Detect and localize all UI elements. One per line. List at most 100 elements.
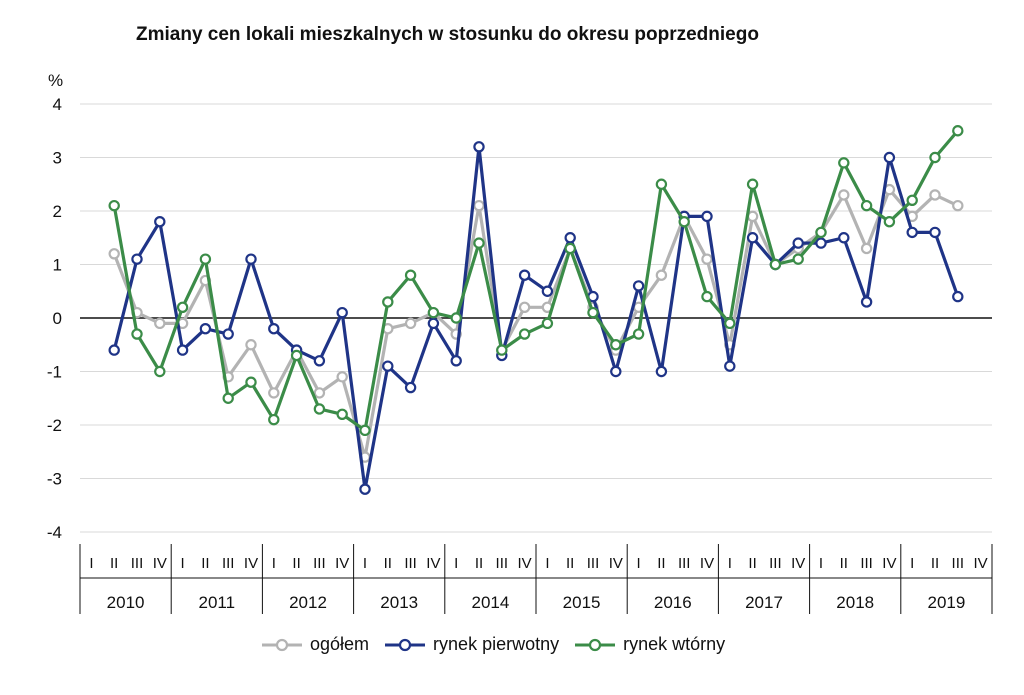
data-point bbox=[860, 199, 873, 212]
data-point bbox=[473, 237, 485, 249]
data-point bbox=[336, 306, 348, 319]
data-point bbox=[746, 232, 759, 244]
data-point bbox=[427, 306, 440, 319]
data-point bbox=[860, 242, 873, 255]
year-label: 2013 bbox=[380, 593, 418, 612]
quarter-label: IV bbox=[791, 555, 805, 572]
quarter-label: II bbox=[748, 555, 756, 572]
data-point bbox=[929, 226, 941, 239]
y-tick-label: 2 bbox=[53, 202, 62, 221]
data-point bbox=[906, 226, 918, 239]
quarter-label: III bbox=[313, 555, 326, 572]
quarter-label: II bbox=[566, 555, 574, 572]
data-point bbox=[359, 483, 371, 495]
quarter-label: IV bbox=[426, 555, 440, 572]
quarter-label: I bbox=[89, 555, 93, 572]
data-point bbox=[610, 365, 622, 378]
data-point bbox=[655, 269, 668, 281]
data-point bbox=[746, 178, 759, 190]
data-point bbox=[952, 125, 964, 137]
data-point bbox=[952, 199, 964, 212]
data-point bbox=[222, 328, 234, 340]
data-point bbox=[176, 301, 189, 313]
year-label: 2016 bbox=[654, 593, 692, 612]
quarter-label: IV bbox=[153, 555, 167, 572]
data-point bbox=[290, 349, 303, 362]
quarter-label: III bbox=[131, 555, 144, 572]
quarter-label: II bbox=[384, 555, 392, 572]
legend: ogółem rynek pierwotny rynek wtórny bbox=[260, 634, 725, 655]
quarter-label: III bbox=[769, 555, 782, 572]
quarter-label: II bbox=[475, 555, 483, 572]
series-ogółem bbox=[108, 183, 964, 463]
y-tick-label: -1 bbox=[47, 363, 62, 382]
data-point bbox=[382, 360, 394, 372]
data-point bbox=[610, 339, 622, 351]
data-point bbox=[268, 323, 280, 335]
data-point bbox=[108, 199, 120, 212]
quarter-label: IV bbox=[335, 555, 349, 572]
data-point bbox=[541, 317, 554, 330]
quarter-label: I bbox=[454, 555, 458, 572]
year-label: 2014 bbox=[471, 593, 509, 612]
legend-label-rynek-wtorny: rynek wtórny bbox=[623, 634, 726, 654]
quarter-label: III bbox=[222, 555, 235, 572]
data-point bbox=[632, 280, 645, 292]
legend-marker-ogolem bbox=[262, 638, 302, 651]
quarter-label: II bbox=[657, 555, 665, 572]
data-point bbox=[678, 215, 690, 228]
data-point bbox=[336, 408, 348, 420]
quarter-label: IV bbox=[882, 555, 896, 572]
data-point bbox=[404, 381, 417, 394]
data-point bbox=[108, 248, 120, 260]
y-axis-unit-label: % bbox=[48, 71, 63, 90]
data-point bbox=[518, 269, 531, 281]
data-point bbox=[473, 199, 485, 212]
data-point bbox=[496, 344, 508, 356]
quarter-label: I bbox=[363, 555, 367, 572]
data-point bbox=[336, 371, 348, 383]
data-point bbox=[860, 296, 873, 308]
data-point bbox=[313, 403, 326, 415]
y-tick-label: -2 bbox=[47, 416, 62, 435]
gridlines bbox=[80, 103, 992, 533]
legend-marker-rynek-pierwotny bbox=[385, 638, 426, 651]
data-point bbox=[906, 194, 918, 206]
quarter-label: I bbox=[637, 555, 641, 572]
data-point bbox=[131, 328, 143, 340]
data-point bbox=[199, 253, 212, 265]
quarter-label: IV bbox=[518, 555, 532, 572]
data-point bbox=[222, 392, 234, 404]
data-point bbox=[404, 269, 417, 281]
data-point bbox=[564, 232, 576, 244]
year-label: 2011 bbox=[199, 593, 236, 612]
data-point bbox=[701, 290, 713, 303]
quarter-label: III bbox=[496, 555, 509, 572]
quarter-label: I bbox=[819, 555, 823, 572]
year-label: 2012 bbox=[289, 593, 327, 612]
y-tick-label: -3 bbox=[47, 470, 62, 489]
quarter-label: II bbox=[840, 555, 848, 572]
data-point bbox=[199, 323, 212, 335]
data-point bbox=[838, 232, 850, 244]
quarter-label: I bbox=[545, 555, 549, 572]
year-label: 2019 bbox=[927, 593, 965, 612]
quarter-label: I bbox=[272, 555, 276, 572]
data-point bbox=[131, 253, 143, 265]
quarter-label: III bbox=[587, 555, 600, 572]
quarter-label: IV bbox=[244, 555, 258, 572]
data-point bbox=[655, 365, 668, 378]
data-point bbox=[176, 344, 189, 356]
data-point bbox=[838, 157, 850, 169]
quarter-label: I bbox=[728, 555, 732, 572]
y-tick-label: 3 bbox=[53, 149, 62, 168]
quarter-label: II bbox=[292, 555, 300, 572]
quarter-label: II bbox=[110, 555, 118, 572]
data-point bbox=[245, 253, 257, 265]
quarter-label: III bbox=[404, 555, 417, 572]
quarter-label: IV bbox=[700, 555, 714, 572]
data-point bbox=[815, 226, 827, 239]
legend-item-ogolem: ogółem bbox=[260, 634, 369, 655]
series-lines bbox=[108, 125, 964, 495]
data-point bbox=[154, 365, 166, 378]
